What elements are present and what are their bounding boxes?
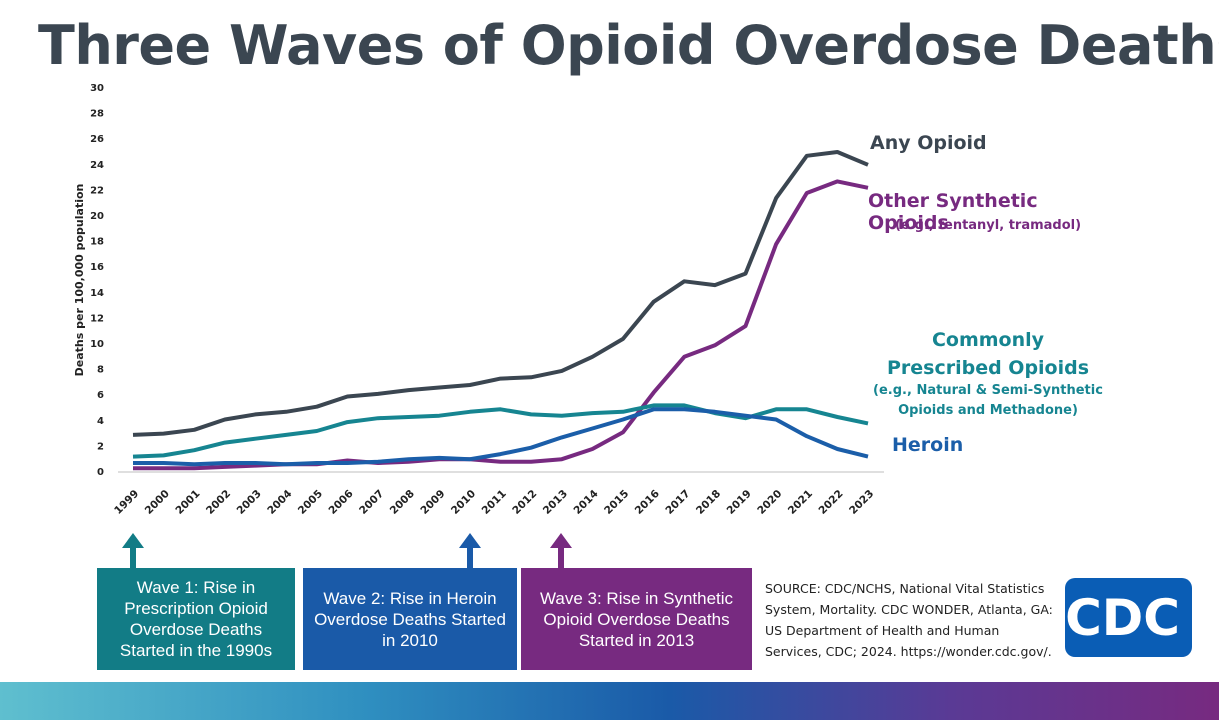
x-tick-label: 2011 bbox=[480, 488, 509, 517]
x-tick-label: 2004 bbox=[265, 488, 294, 517]
wave-box: Wave 2: Rise in Heroin Overdose Deaths S… bbox=[303, 568, 517, 670]
y-tick-label: 30 bbox=[90, 83, 104, 94]
arrow-head bbox=[550, 533, 572, 548]
x-tick-label: 2007 bbox=[357, 488, 386, 517]
x-tick-label: 2000 bbox=[143, 488, 172, 517]
x-tick-label: 2018 bbox=[694, 488, 723, 517]
x-tick-label: 2016 bbox=[633, 488, 662, 517]
y-tick-label: 2 bbox=[97, 441, 104, 452]
wave-box: Wave 3: Rise in Synthetic Opioid Overdos… bbox=[521, 568, 752, 670]
x-tick-label: 2002 bbox=[204, 488, 233, 517]
series-label: Any Opioid bbox=[870, 132, 987, 154]
x-tick-label: 2013 bbox=[541, 488, 570, 517]
x-tick-label: 2010 bbox=[449, 488, 478, 517]
arrow-head bbox=[459, 533, 481, 548]
x-tick-label: 2022 bbox=[816, 488, 845, 517]
x-tick-label: 2014 bbox=[571, 488, 600, 517]
wave-box: Wave 1: Rise in Prescription Opioid Over… bbox=[97, 568, 295, 670]
x-tick-label: 1999 bbox=[112, 488, 141, 517]
x-tick-label: 2005 bbox=[296, 488, 325, 517]
x-tick-label: 2012 bbox=[510, 488, 539, 517]
y-tick-label: 12 bbox=[90, 313, 104, 324]
series-line bbox=[133, 407, 869, 467]
y-axis-label: Deaths per 100,000 population bbox=[73, 184, 86, 377]
series-line bbox=[132, 150, 869, 437]
y-tick-label: 0 bbox=[97, 467, 104, 478]
y-tick-label: 10 bbox=[90, 339, 104, 350]
y-tick-label: 28 bbox=[90, 109, 104, 120]
series-line bbox=[133, 179, 869, 471]
series-label: Other Synthetic Opioids bbox=[868, 190, 1038, 234]
y-tick-label: 16 bbox=[90, 262, 104, 273]
x-tick-label: 2006 bbox=[326, 488, 355, 517]
source: SOURCE: CDC/NCHS, National Vital Statist… bbox=[765, 581, 1053, 659]
x-tick-label: 2021 bbox=[786, 488, 815, 517]
y-tick-label: 18 bbox=[90, 237, 104, 248]
series-label: Heroin bbox=[892, 434, 964, 456]
x-tick-label: 2017 bbox=[663, 488, 692, 517]
series-line bbox=[132, 403, 869, 459]
series-label: Commonly Prescribed Opioids bbox=[886, 329, 1090, 379]
y-tick-label: 26 bbox=[90, 134, 104, 145]
y-tick-label: 24 bbox=[90, 160, 104, 171]
arrows bbox=[122, 533, 572, 568]
x-tick-label: 2023 bbox=[847, 488, 876, 517]
y-tick-label: 8 bbox=[97, 365, 104, 376]
y-tick-label: 14 bbox=[90, 288, 104, 299]
x-tick-label: 2003 bbox=[235, 488, 264, 517]
x-tick-label: 2009 bbox=[418, 488, 447, 517]
y-tick-label: 6 bbox=[97, 390, 104, 401]
title: Three Waves of Opioid Overdose Deaths bbox=[38, 14, 1219, 77]
y-tick-label: 4 bbox=[97, 416, 104, 427]
x-tick-label: 2008 bbox=[388, 488, 417, 517]
x-tick-label: 2015 bbox=[602, 488, 631, 517]
y-tick-label: 22 bbox=[90, 185, 104, 196]
arrow-head bbox=[122, 533, 144, 548]
series-note: (e.g., Natural & Semi-Synthetic Opioids … bbox=[873, 383, 1103, 418]
x-tick-label: 2001 bbox=[173, 488, 202, 517]
series-note: (e.g., fentanyl, tramadol) bbox=[894, 218, 1082, 233]
logo: CDC bbox=[1065, 578, 1192, 657]
x-tick-label: 2020 bbox=[755, 488, 784, 517]
footer-bar bbox=[0, 682, 1219, 720]
y-tick-label: 20 bbox=[90, 211, 104, 222]
x-tick-label: 2019 bbox=[725, 488, 754, 517]
